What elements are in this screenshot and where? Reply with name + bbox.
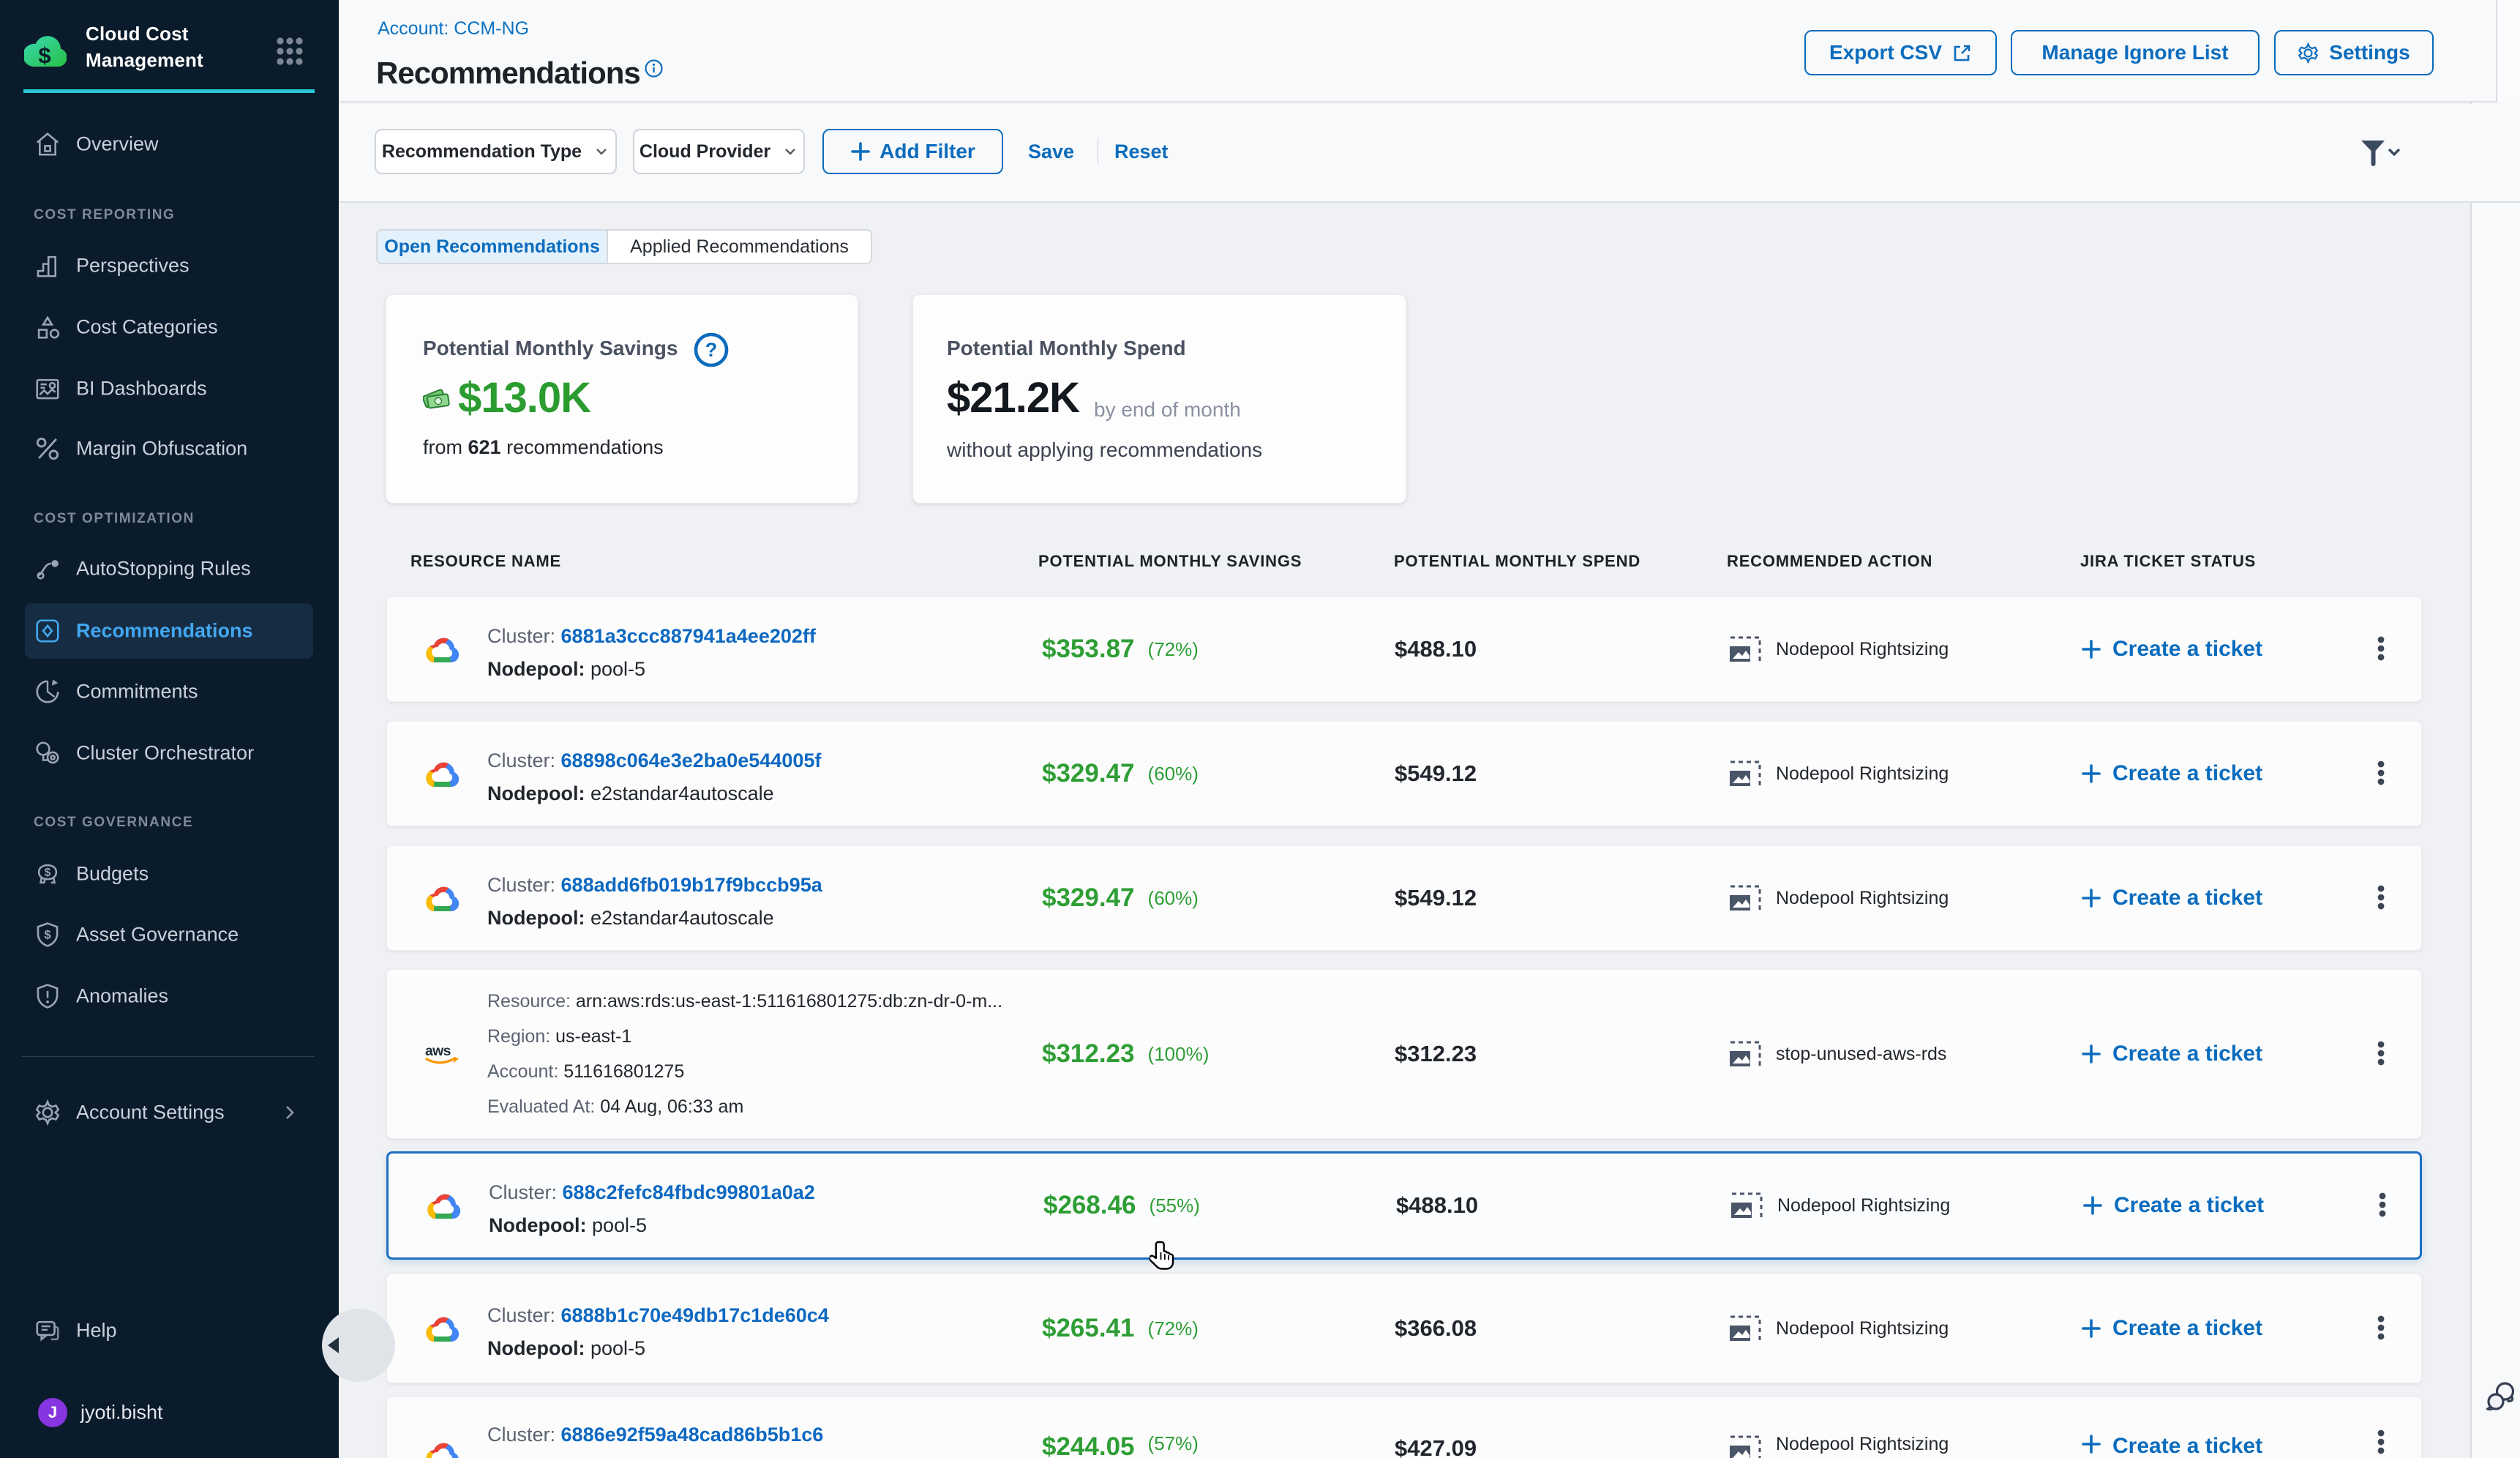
svg-text:$: $ (38, 42, 50, 68)
svg-text:$: $ (44, 927, 50, 941)
svg-text:?: ? (705, 339, 718, 361)
svg-text:$: $ (45, 867, 51, 879)
